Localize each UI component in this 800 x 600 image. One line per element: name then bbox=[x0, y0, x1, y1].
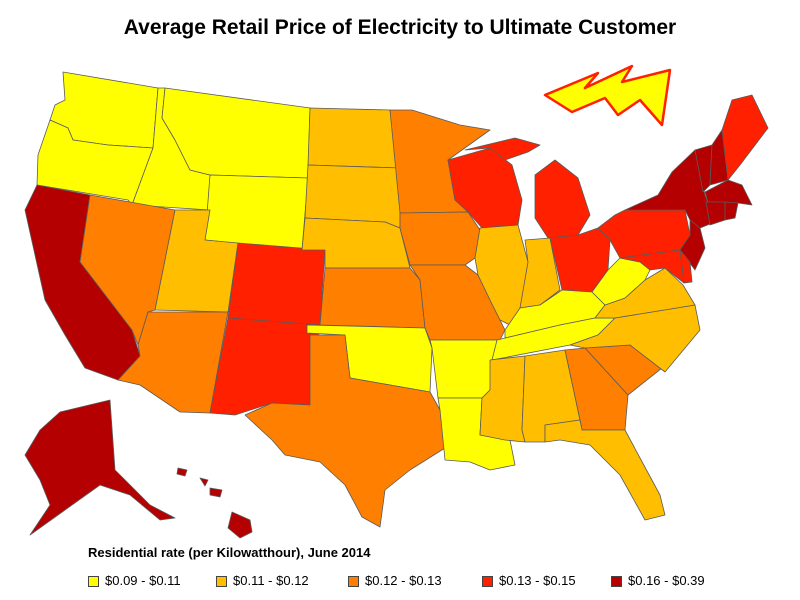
state-ia[interactable] bbox=[399, 211, 481, 266]
state-tx[interactable] bbox=[244, 334, 446, 528]
legend-label: $0.11 - $0.12 bbox=[233, 573, 309, 588]
state-md[interactable] bbox=[619, 249, 685, 284]
legend-label: $0.13 - $0.15 bbox=[499, 573, 576, 588]
state-mo[interactable] bbox=[409, 264, 506, 341]
state-hi[interactable] bbox=[176, 467, 253, 539]
lightning-bolt-icon bbox=[543, 64, 672, 127]
state-ri[interactable] bbox=[724, 201, 739, 221]
state-ak[interactable] bbox=[24, 399, 176, 536]
state-nd[interactable] bbox=[307, 107, 401, 169]
state-ar[interactable] bbox=[429, 339, 501, 399]
state-ks[interactable] bbox=[319, 267, 426, 329]
map-title: Average Retail Price of Electricity to U… bbox=[123, 16, 677, 39]
state-wy[interactable] bbox=[204, 174, 309, 251]
legend-title: Residential rate (per Kilowatthour), Jun… bbox=[88, 545, 371, 560]
state-az[interactable] bbox=[117, 311, 229, 414]
state-co[interactable] bbox=[227, 242, 326, 326]
legend-swatch bbox=[348, 576, 359, 587]
state-mi[interactable] bbox=[464, 137, 591, 239]
legend-label: $0.09 - $0.11 bbox=[105, 573, 181, 588]
legend-swatch bbox=[88, 576, 99, 587]
legend-swatch bbox=[611, 576, 622, 587]
state-me[interactable] bbox=[721, 94, 769, 181]
legend: $0.09 - $0.11 $0.11 - $0.12 $0.12 - $0.1… bbox=[88, 573, 788, 591]
legend-swatch bbox=[216, 576, 227, 587]
legend-label: $0.16 - $0.39 bbox=[628, 573, 705, 588]
legend-label: $0.12 - $0.13 bbox=[365, 573, 442, 588]
legend-swatch bbox=[482, 576, 493, 587]
state-nc[interactable] bbox=[569, 304, 701, 373]
state-nm[interactable] bbox=[209, 317, 321, 416]
state-fl[interactable] bbox=[544, 419, 666, 521]
state-il[interactable] bbox=[474, 224, 529, 326]
